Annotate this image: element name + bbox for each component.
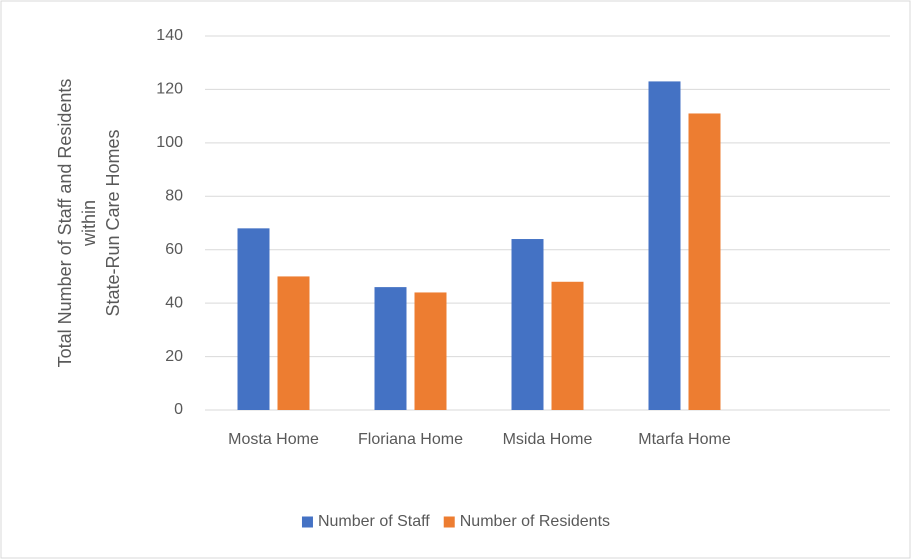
bar <box>237 228 270 410</box>
y-axis-label-line: within <box>79 200 99 247</box>
legend-swatch <box>301 516 313 528</box>
bar <box>648 81 681 411</box>
y-axis-label-line: Total Number of Staff and Residents <box>55 79 75 368</box>
y-tick-label: 80 <box>165 188 183 205</box>
bar <box>551 281 584 410</box>
y-tick-label: 140 <box>156 27 183 44</box>
x-tick-label: Mtarfa Home <box>638 431 731 448</box>
y-tick-label: 20 <box>165 348 183 365</box>
x-tick-label: Msida Home <box>503 431 593 448</box>
legend-label: Number of Staff <box>318 513 430 530</box>
bar <box>688 113 721 410</box>
y-axis-label: Total Number of Staff and Residents withi… <box>55 79 123 368</box>
x-tick-label: Mosta Home <box>228 431 319 448</box>
legend-swatch <box>443 516 455 528</box>
y-tick-label: 40 <box>165 294 183 311</box>
y-tick-label: 100 <box>156 134 183 151</box>
bar <box>511 239 544 410</box>
bar <box>374 287 407 410</box>
y-tick-label: 0 <box>174 401 183 418</box>
y-tick-label: 120 <box>156 81 183 98</box>
y-axis-label-line: State-Run Care Homes <box>103 129 123 316</box>
bar <box>414 292 447 410</box>
bar <box>277 276 310 410</box>
legend-label: Number of Residents <box>460 513 610 530</box>
y-tick-label: 60 <box>165 241 183 258</box>
x-tick-label: Floriana Home <box>358 431 463 448</box>
